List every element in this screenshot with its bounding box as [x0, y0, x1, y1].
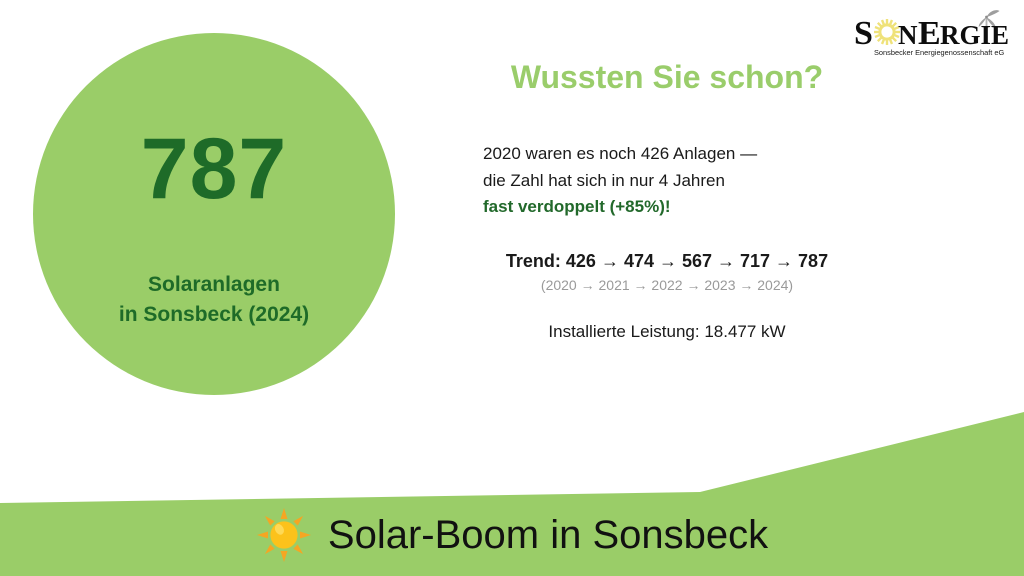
panel-body-line1: 2020 waren es noch 426 Anlagen —	[483, 144, 758, 164]
stat-circle: 787 Solaranlagen in Sonsbeck (2024)	[33, 33, 395, 395]
wind-turbine-icon	[978, 10, 1000, 38]
panel-body-accent: fast verdoppelt (+85%)!	[483, 196, 671, 216]
stat-circle-caption-line2: in Sonsbeck (2024)	[118, 302, 310, 326]
logo-subtitle: Sonsbecker Energiegenossenschaft eG	[874, 48, 1005, 57]
trend-years: (2020 → 2021 → 2022 → 2023 → 2024)	[540, 276, 794, 293]
stat-circle-caption: Solaranlagen in Sonsbeck (2024)	[119, 270, 309, 330]
sun-icon	[256, 507, 312, 563]
bottom-banner: Solar-Boom in Sonsbeck	[0, 500, 1024, 570]
svg-text:RGIE: RGIE	[940, 20, 1009, 50]
svg-text:S: S	[854, 15, 873, 52]
stat-circle-caption-line1: Solaranlagen	[148, 273, 280, 296]
info-panel: Wussten Sie schon? 2020 waren es noch 42…	[452, 59, 882, 343]
bottom-green-band	[0, 400, 1024, 576]
sonergie-logo[interactable]: S	[854, 8, 1014, 62]
svg-text:N: N	[898, 20, 918, 50]
banner-title: Solar-Boom in Sonsbeck	[327, 513, 769, 557]
trend-values: Trend: 426 → 474 → 567 → 717 → 787	[505, 251, 829, 272]
stat-circle-value: 787	[140, 121, 288, 217]
sun-icon	[874, 19, 900, 45]
svg-text:E: E	[918, 15, 941, 52]
panel-body: 2020 waren es noch 426 Anlagen — die Zah…	[483, 141, 882, 220]
panel-headline: Wussten Sie schon?	[510, 59, 824, 95]
panel-body-line2: die Zahl hat sich in nur 4 Jahren	[483, 170, 725, 190]
trend-block: Trend: 426 → 474 → 567 → 717 → 787 (2020…	[452, 250, 882, 295]
installed-power: Installierte Leistung: 18.477 kW	[548, 322, 786, 342]
